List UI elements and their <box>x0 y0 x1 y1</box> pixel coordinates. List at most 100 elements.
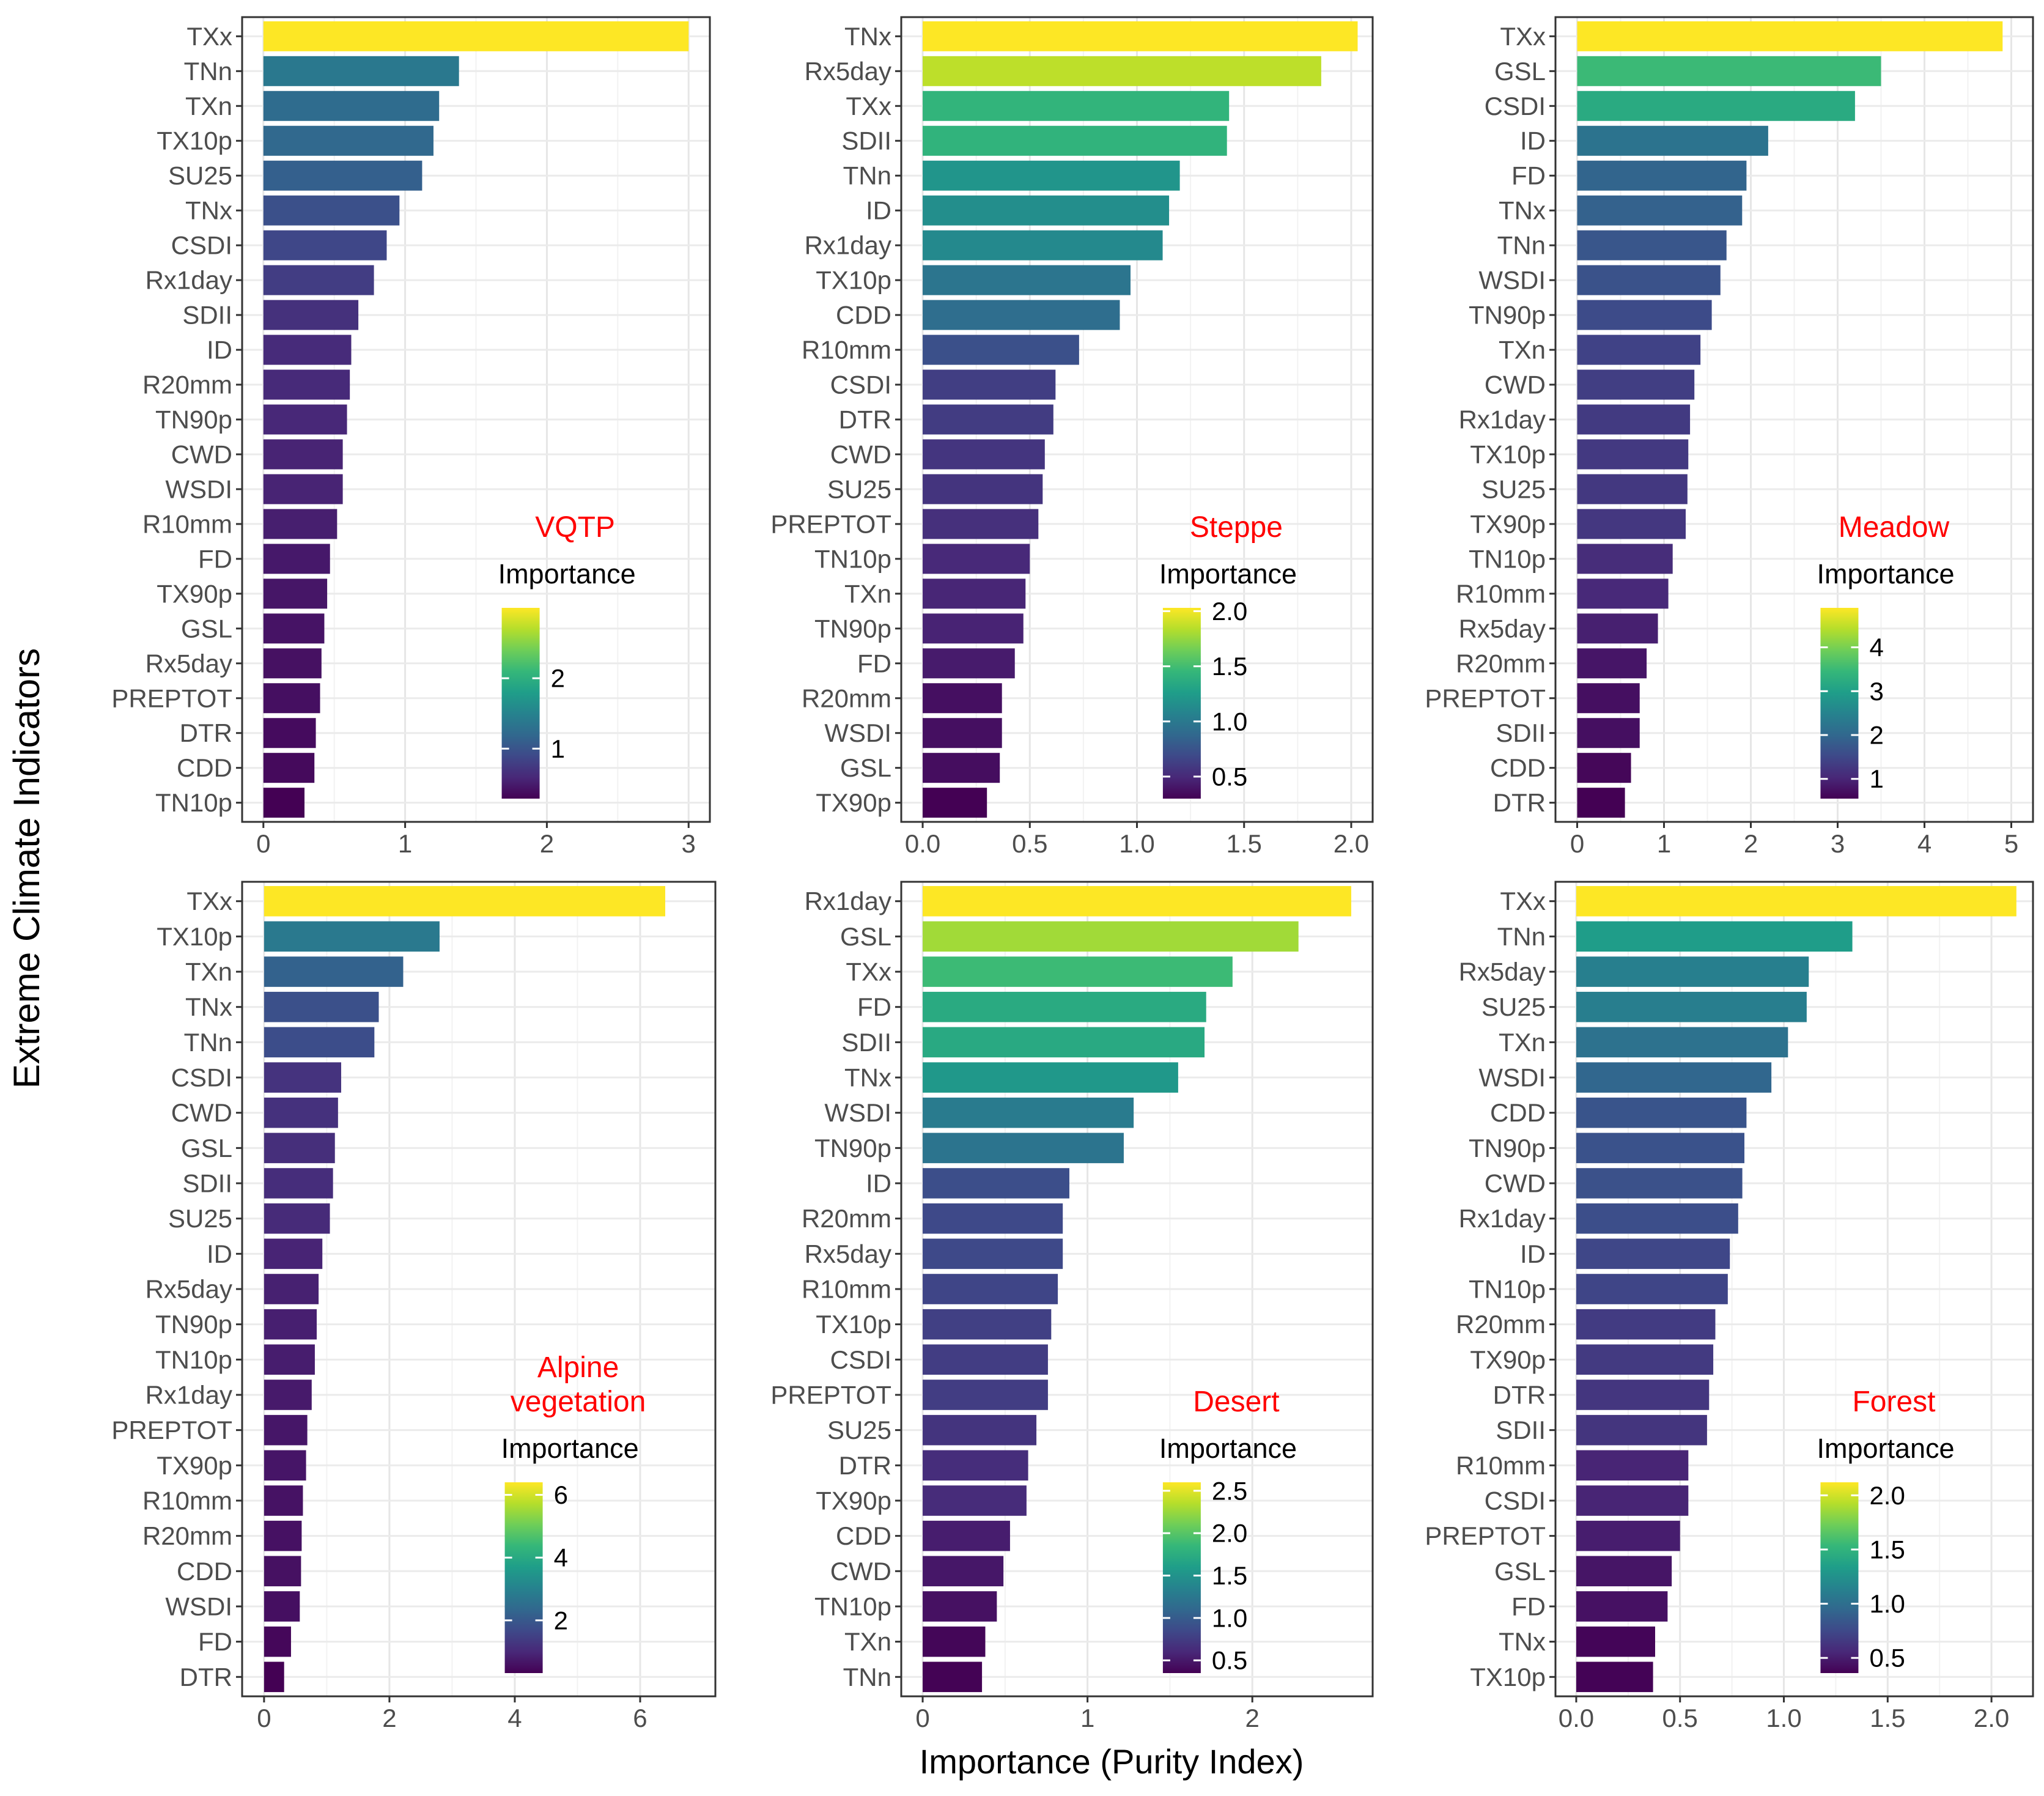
category-label: R10mm <box>1456 579 1546 608</box>
category-label: TN90p <box>1469 1134 1546 1162</box>
bar-txn <box>1576 1027 1788 1058</box>
bar-cdd <box>263 753 315 783</box>
bar-tnn <box>264 1027 375 1058</box>
x-tick-label: 0.0 <box>905 829 940 858</box>
x-tick-label: 0.5 <box>1012 829 1047 858</box>
bar-rx1day <box>923 885 1351 917</box>
x-tick-label: 6 <box>633 1704 647 1732</box>
bar-tn90p <box>923 1133 1124 1164</box>
bar-csdi <box>264 1062 341 1093</box>
category-label: SDII <box>1496 719 1546 747</box>
category-label: TXn <box>1499 1028 1546 1057</box>
chart-panel-3: TXx GSL CSDI ID FD TNx TNn WSDI TN90p TXn CWD Rx1da… <box>1425 16 2034 858</box>
category-label: TN90p <box>1469 301 1546 330</box>
bar-txx <box>923 956 1233 987</box>
color-bar-tick-label: 3 <box>1869 677 1883 706</box>
panel-border <box>900 881 1374 1698</box>
category-label: SU25 <box>168 1204 232 1233</box>
category-label: TNn <box>843 161 891 190</box>
chart-panel-6: TXx TNn Rx5day SU25 TXn WSDI CDD TN90p CWD Rx1day… <box>1425 881 2034 1732</box>
x-tick-label: 0 <box>257 1704 271 1732</box>
bar-su25 <box>1576 991 1807 1022</box>
category-label: TXn <box>185 958 232 986</box>
category-label: CWD <box>1485 1169 1546 1198</box>
category-label: TX10p <box>816 266 891 295</box>
category-label: R20mm <box>1456 649 1546 678</box>
category-label: GSL <box>1494 1557 1546 1586</box>
category-label: ID <box>1520 1240 1546 1268</box>
category-label: SU25 <box>168 161 232 190</box>
bar-r10mm <box>1576 1450 1689 1481</box>
category-label: DTR <box>180 1663 232 1691</box>
category-label: TXn <box>185 92 232 120</box>
bar-r10mm <box>923 1274 1058 1304</box>
category-label: R20mm <box>142 371 232 399</box>
category-label: TXn <box>1499 336 1546 364</box>
category-label: CDD <box>1490 753 1546 782</box>
bar-r10mm <box>923 334 1079 365</box>
color-bar-tick-label: 2.0 <box>1869 1481 1905 1510</box>
bar-preptot <box>1577 683 1640 714</box>
category-label: DTR <box>839 405 891 434</box>
bar-rx5day <box>1576 956 1809 987</box>
category-label: TX10p <box>1470 440 1546 468</box>
category-label: TNn <box>184 57 232 86</box>
color-bar-tick-label: 1 <box>1869 764 1883 793</box>
bar-fd <box>1577 160 1747 191</box>
bar-rx5day <box>263 648 322 679</box>
category-label: GSL <box>840 922 891 951</box>
panel-title: Steppe <box>1190 511 1283 544</box>
color-bar-tick-label: 1.0 <box>1212 1603 1247 1632</box>
bar-gsl <box>263 613 325 644</box>
category-label: GSL <box>181 614 232 643</box>
bar-tx90p <box>923 788 987 818</box>
category-label: TN10p <box>155 788 232 817</box>
bar-rx1day <box>263 265 374 295</box>
category-label: R20mm <box>142 1521 232 1550</box>
bar-tnn <box>1577 230 1727 261</box>
bar-dtr <box>923 1450 1028 1481</box>
category-label: TXn <box>844 1627 891 1656</box>
x-tick-label: 1 <box>1080 1704 1094 1732</box>
bar-tx90p <box>264 1450 306 1481</box>
bar-r10mm <box>1577 578 1669 609</box>
color-bar-tick-label: 1.0 <box>1869 1589 1905 1618</box>
bar-fd <box>923 648 1015 679</box>
bar-tn10p <box>263 788 304 818</box>
bar-tnx <box>1576 1626 1655 1657</box>
color-bar-tick-label: 2.0 <box>1212 597 1247 626</box>
bar-txx <box>923 91 1230 121</box>
bar-tn10p <box>1576 1274 1728 1304</box>
bar-wsdi <box>1577 265 1721 295</box>
bar-tx90p <box>923 1485 1027 1516</box>
category-label: TN10p <box>814 544 891 573</box>
bar-dtr <box>1577 788 1625 818</box>
bar-csdi <box>923 1344 1048 1375</box>
bar-cwd <box>1576 1168 1743 1199</box>
category-label: Rx5day <box>146 649 232 678</box>
bar-dtr <box>263 718 316 748</box>
bar-gsl <box>1576 1556 1672 1587</box>
category-label: CSDI <box>1485 1486 1546 1515</box>
bar-cdd <box>264 1556 301 1587</box>
bar-tx90p <box>263 578 328 609</box>
panels: TXx TNn TXn TX10p SU25 TNx CSDI Rx1day SDII ID R20… <box>111 16 2034 1732</box>
bar-txn <box>923 578 1026 609</box>
category-label: TX90p <box>1470 1345 1546 1374</box>
x-tick-label: 2 <box>540 829 554 858</box>
bar-id <box>1576 1238 1730 1269</box>
category-label: GSL <box>181 1134 232 1162</box>
bar-id <box>923 1168 1069 1199</box>
category-label: WSDI <box>824 719 891 747</box>
x-tick-label: 0.0 <box>1559 1704 1594 1732</box>
bar-sdii <box>1577 718 1640 748</box>
category-label: GSL <box>840 753 891 782</box>
category-label: CWD <box>171 1098 232 1127</box>
category-label: CDD <box>1490 1098 1546 1127</box>
bar-txx <box>1577 21 2003 51</box>
category-label: TX90p <box>1470 509 1546 538</box>
panel-title: vegetation <box>511 1386 646 1418</box>
category-label: TXx <box>186 22 232 51</box>
bar-r10mm <box>264 1485 303 1516</box>
panel-title: Meadow <box>1839 511 1950 544</box>
